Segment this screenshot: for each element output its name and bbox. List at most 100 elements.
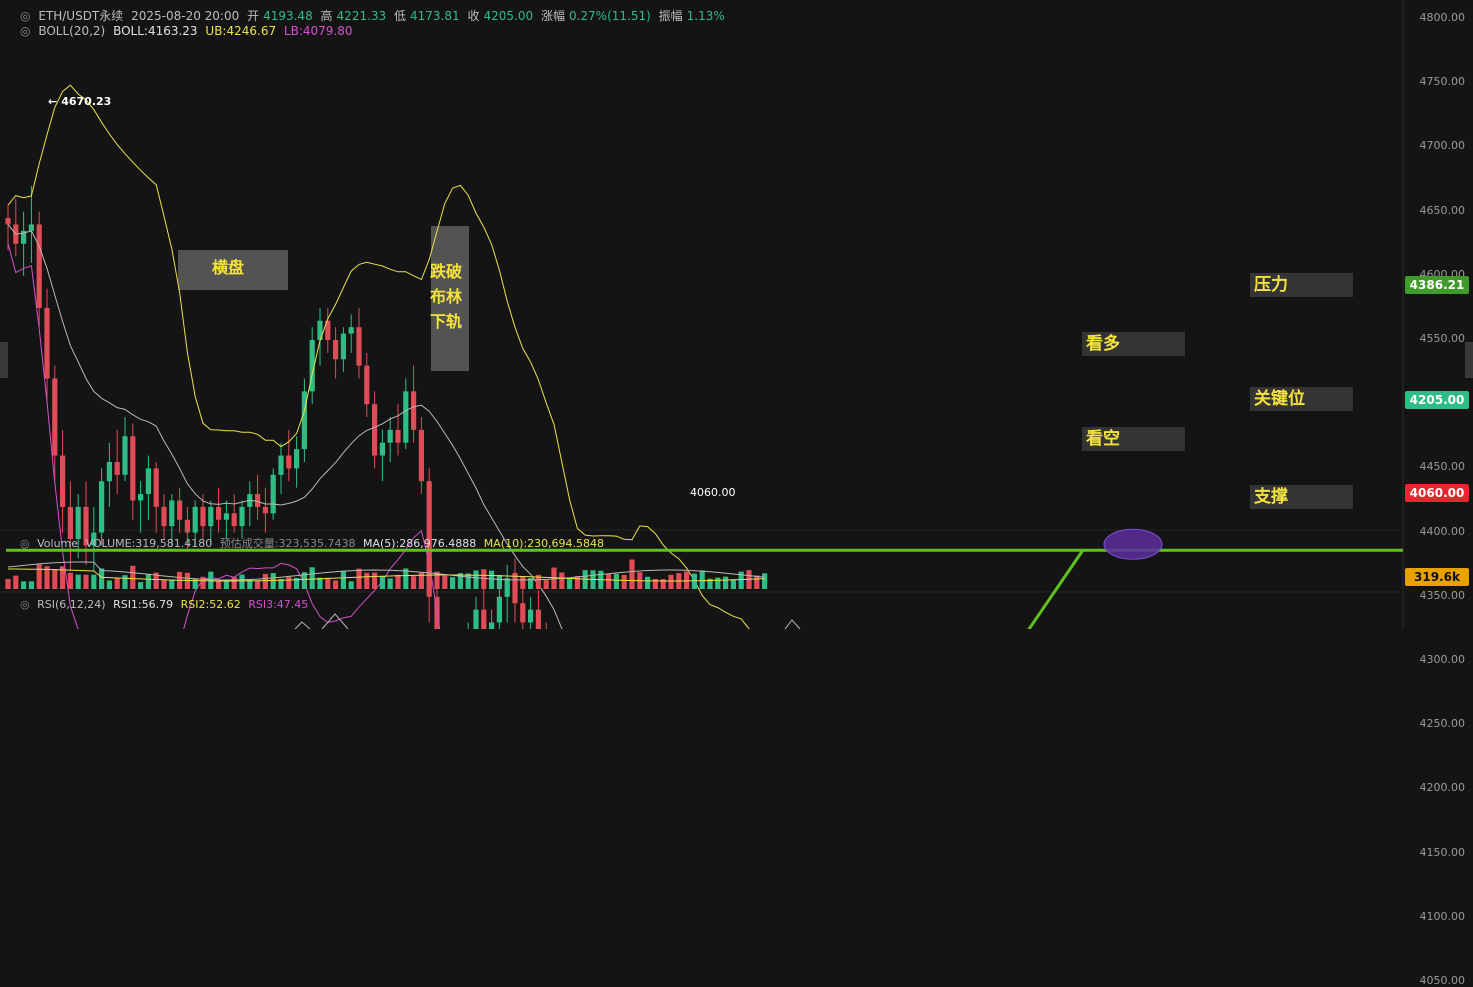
volume-bar [83, 574, 89, 589]
volume-bar [255, 580, 261, 589]
support-label: 支撑 [1250, 485, 1353, 509]
volume-bar [387, 578, 393, 589]
visibility-toggle-icon[interactable]: ◎ [20, 24, 31, 38]
volume-bar [606, 573, 612, 589]
candle-body [379, 442, 385, 456]
volume-bar [161, 579, 167, 589]
price-axis-tick: 4400.00 [1419, 524, 1466, 538]
high-marker-value: 4670.23 [61, 95, 112, 108]
right-collapse-handle[interactable] [1465, 342, 1473, 378]
candle-body [348, 327, 354, 334]
candle-body [395, 429, 401, 443]
volume-bar [223, 579, 229, 589]
volume-bar [434, 571, 440, 589]
volume-bar [668, 574, 674, 589]
volume-bar [426, 557, 432, 589]
candle-body [231, 513, 237, 527]
candle-body [200, 506, 206, 527]
symbol-name[interactable]: ETH/USDT永续 [38, 9, 124, 23]
support-price-tag: 4060.00 [1405, 484, 1469, 502]
boll-middle-band [7, 224, 563, 629]
volume-bar [613, 573, 619, 589]
volume-bar [723, 576, 729, 589]
volume-bar [473, 570, 479, 589]
candle-body [426, 481, 432, 597]
open-label: 开 [247, 9, 260, 23]
price-axis-tick: 4050.00 [1419, 974, 1466, 987]
volume-bar [660, 579, 666, 589]
volume-bar [629, 559, 635, 589]
price-axis-tick: 4550.00 [1419, 332, 1466, 345]
current-price-tag: 4205.00 [1405, 391, 1469, 409]
rsi2-value: RSI2:52.62 [180, 598, 241, 611]
candle-body [122, 436, 128, 475]
volume-bar [442, 575, 448, 589]
volume-bar [348, 581, 354, 589]
main-chart-canvas[interactable] [0, 0, 1473, 629]
volume-bar [114, 577, 120, 589]
volume-bar [231, 576, 237, 589]
candle-body [325, 320, 331, 340]
boll-mid-value: BOLL:4163.23 [113, 24, 198, 38]
rsi3-value: RSI3:47.45 [248, 598, 309, 611]
volume-bar [418, 572, 424, 589]
candle-body [387, 429, 393, 443]
volume-bar [21, 581, 27, 589]
rsi-toggle-icon[interactable]: ◎ [20, 598, 30, 611]
candle-body [270, 474, 276, 514]
volume-bar [340, 570, 346, 589]
amplitude-value: 1.13% [686, 9, 725, 23]
candle-body [489, 622, 495, 629]
volume-bar [535, 574, 541, 589]
volume-toggle-icon[interactable]: ◎ [20, 537, 30, 550]
candle-body [216, 506, 222, 520]
price-axis-tick: 4350.00 [1419, 588, 1466, 602]
volume-bar [262, 573, 268, 589]
volume-bar [356, 568, 362, 589]
volume-bar [738, 571, 744, 589]
change-value: 0.27%(11.51) [568, 9, 651, 23]
volume-bar [130, 565, 136, 589]
rsi-line [294, 621, 311, 629]
volume-bar [325, 577, 331, 589]
high-value: 4221.33 [336, 9, 387, 23]
volume-bar [645, 576, 651, 589]
rsi-name[interactable]: RSI(6,12,24) [37, 598, 106, 611]
candle-body [130, 436, 136, 501]
price-axis-tick: 4800.00 [1419, 11, 1466, 24]
volume-bar [192, 578, 198, 589]
volume-bar [481, 569, 487, 589]
left-collapse-handle[interactable] [0, 342, 8, 378]
volume-bar [707, 578, 713, 589]
candle-body [52, 378, 58, 456]
boll-name[interactable]: BOLL(20,2) [38, 24, 106, 38]
volume-bar [543, 580, 549, 589]
price-axis-tick: 4700.00 [1419, 139, 1466, 153]
volume-bar [372, 572, 378, 589]
price-axis-tick: 4100.00 [1419, 909, 1466, 923]
candle-body [504, 583, 510, 597]
volume-bar [684, 571, 690, 589]
volume-bar [504, 578, 510, 589]
volume-bar [52, 569, 58, 589]
volume-ma5: MA(5):286,976.4888 [362, 537, 477, 550]
candle-body [192, 506, 198, 533]
volume-bar [520, 576, 526, 589]
candle-body [153, 468, 159, 507]
volume-bar [567, 578, 573, 589]
candle-body [535, 609, 541, 629]
volume-bar [145, 574, 151, 589]
volume-bar [67, 572, 73, 589]
volume-bar [286, 577, 292, 589]
low-label: 低 [394, 9, 407, 23]
candle-body [21, 230, 27, 244]
volume-name[interactable]: Volume [37, 537, 79, 550]
close-label: 收 [467, 9, 480, 23]
candle-body [99, 481, 105, 533]
price-axis-tick: 4300.00 [1419, 653, 1466, 666]
candle-body [418, 429, 424, 482]
price-axis-tick: 4750.00 [1419, 75, 1466, 89]
low-marker: 4060.00 [690, 486, 736, 499]
candle-body [294, 449, 300, 469]
